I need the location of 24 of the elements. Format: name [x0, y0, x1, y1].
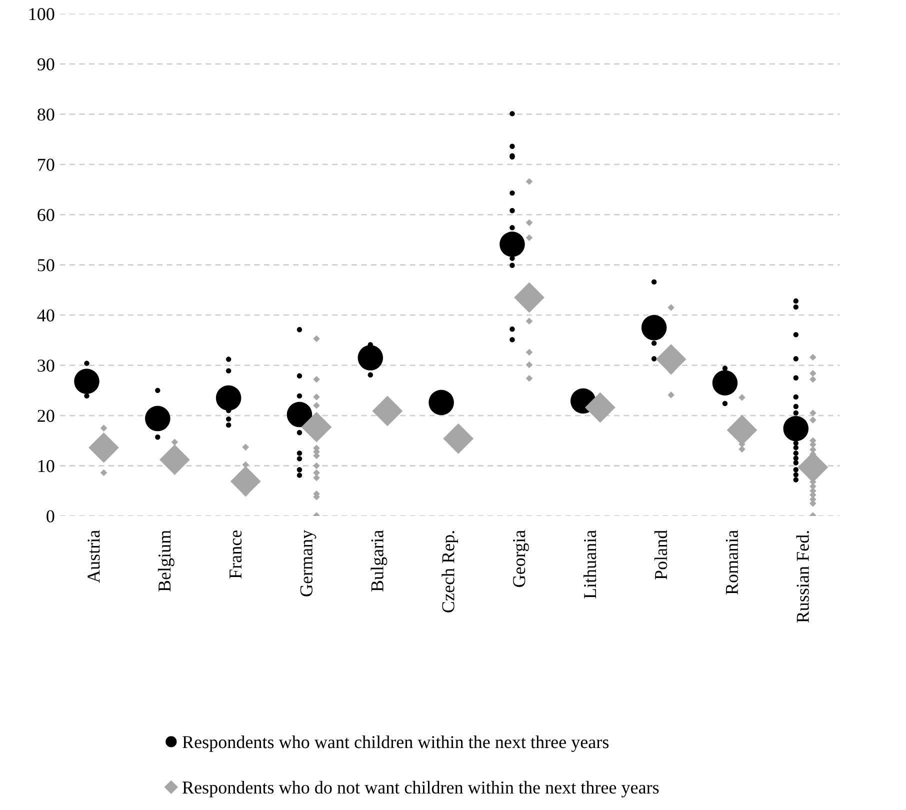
y-tick-label: 100 — [29, 8, 54, 20]
y-tick-label: 20 — [38, 410, 54, 422]
y-tick-label: 30 — [38, 360, 54, 372]
x-tick-label: Belgium — [158, 530, 174, 592]
x-tick-label: Czech Rep. — [442, 531, 458, 612]
y-tick-label: 10 — [38, 460, 54, 472]
x-tick-label: France — [230, 530, 242, 578]
x-tick-label: Bulgaria — [370, 530, 388, 592]
x-tick-label: Romania — [726, 530, 738, 595]
legend-label: Respondents who want children within the next three years — [182, 736, 609, 752]
x-tick-label: Germany — [300, 530, 316, 596]
y-tick-label: 60 — [38, 208, 54, 222]
x-tick-label: Lithuania — [583, 530, 596, 599]
legend-label: Respondents who do not want children within the next three years — [182, 780, 659, 798]
y-tick-label: 80 — [38, 108, 54, 121]
y-tick-label: 70 — [38, 158, 54, 171]
x-tick-label: Georgia — [513, 530, 529, 587]
y-tick-label: 0 — [46, 510, 54, 522]
x-tick-label: Poland — [654, 530, 668, 580]
y-tick-label: 40 — [37, 309, 54, 322]
x-tick-label: Austria — [88, 530, 100, 583]
y-tick-label: 50 — [38, 259, 54, 272]
y-tick-label: 90 — [37, 58, 54, 70]
x-tick-label: Russian Fed. — [796, 531, 810, 623]
